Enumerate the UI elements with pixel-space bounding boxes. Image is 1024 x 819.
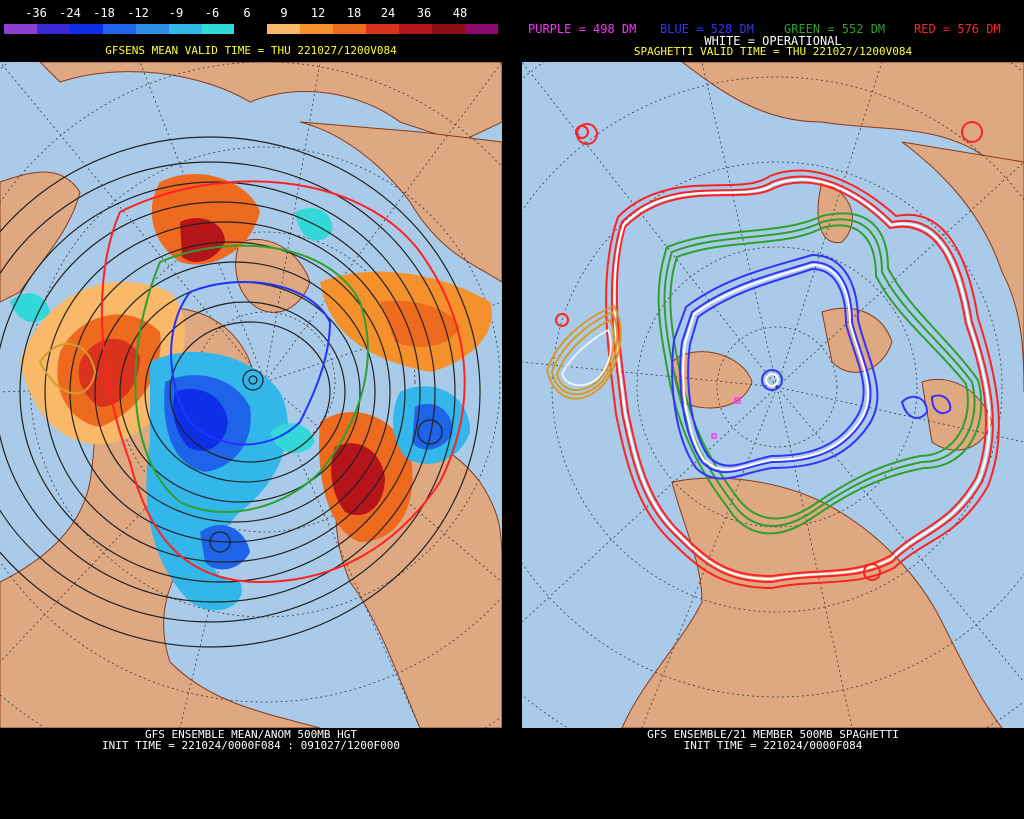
spaghetti-red — [605, 169, 1000, 590]
spaghetti-blue-operational — [682, 263, 870, 471]
colorbar-swatch — [69, 24, 103, 34]
spaghetti-pacific-operational — [561, 328, 612, 386]
colorbar-tick: -12 — [127, 6, 149, 20]
spaghetti-pacific-anomaly — [545, 304, 622, 400]
colorbar-swatch — [333, 24, 367, 34]
ensemble-mean-panel: -36 -24 -18 -12 -9 -6 6 9 12 18 24 36 48… — [0, 0, 502, 819]
colorbar-swatch — [168, 24, 202, 34]
closed-lows — [209, 369, 443, 553]
legend-red: RED = 576 DM — [914, 22, 1001, 36]
panel-divider — [502, 0, 522, 819]
footer-title: GFS ENSEMBLE MEAN/ANOM 500MB HGT — [145, 728, 357, 741]
colorbar-swatch — [102, 24, 136, 34]
colorbar-tick: 6 — [243, 6, 251, 20]
colorbar-swatch — [4, 24, 37, 34]
colorbar-tick: 24 — [380, 6, 396, 20]
colorbar-swatch — [431, 24, 465, 34]
colorbar-tick: -6 — [204, 6, 220, 20]
spaghetti-purple — [711, 397, 741, 439]
footer-init-time: INIT TIME = 221024/0000F084 — [683, 739, 863, 752]
colorbar-tick: 9 — [280, 6, 288, 20]
colorbar-swatch — [366, 24, 400, 34]
colorbar-swatch — [135, 24, 169, 34]
legend-white: WHITE = OPERATIONAL — [704, 34, 842, 48]
colorbar-tick: 18 — [346, 6, 362, 20]
key-contours — [38, 180, 466, 584]
spaghetti-panel: PURPLE = 498 DM BLUE = 528 DM GREEN = 55… — [522, 0, 1024, 819]
colorbar-swatch — [399, 24, 432, 34]
colorbar-tick: 12 — [310, 6, 326, 20]
legend-green: GREEN = 552 DM — [784, 22, 886, 36]
colorbar-tick: 36 — [416, 6, 432, 20]
footer-init-time: INIT TIME = 221024/0000F084 : 091027/120… — [101, 739, 400, 752]
legend-purple: PURPLE = 498 DM — [528, 22, 637, 36]
spaghetti-red-operational — [613, 178, 991, 581]
spaghetti-blue — [671, 253, 952, 480]
colorbar-tick: -9 — [168, 6, 184, 20]
valid-time-label: SPAGHETTI VALID TIME = THU 221027/1200V0… — [633, 45, 913, 58]
legend-blue: BLUE = 528 DM — [660, 22, 754, 36]
colorbar-swatch — [201, 24, 235, 34]
footer-title: GFS ENSEMBLE/21 MEMBER 500MB SPAGHETTI — [647, 728, 899, 741]
colorbar-swatch — [267, 24, 301, 34]
colorbar-swatch — [36, 24, 70, 34]
spaghetti-green — [657, 212, 983, 535]
colorbar-swatch — [464, 24, 498, 34]
colorbar-swatch — [234, 24, 268, 34]
colorbar-swatch — [300, 24, 334, 34]
graticule — [522, 62, 1024, 728]
colorbar-tick: -36 — [25, 6, 47, 20]
anomaly-colorbar — [4, 24, 498, 34]
spaghetti-closed-lows — [555, 121, 983, 581]
valid-time-label: GFSENS MEAN VALID TIME = THU 221027/1200… — [105, 44, 397, 57]
anomaly-map — [0, 62, 502, 728]
colorbar-tick: -18 — [93, 6, 115, 20]
colorbar-tick: 48 — [452, 6, 468, 20]
spaghetti-map — [522, 62, 1024, 728]
colorbar-tick: -24 — [59, 6, 81, 20]
colorbar-tick-labels: -36 -24 -18 -12 -9 -6 6 9 12 18 24 36 48 — [0, 6, 502, 20]
